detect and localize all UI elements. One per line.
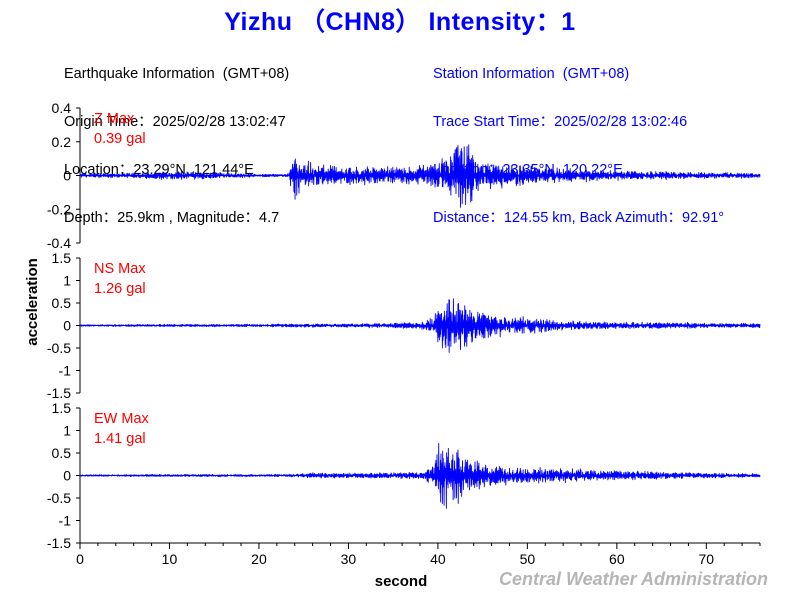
y-axis-label: acceleration (24, 258, 41, 346)
max-value: 0.39 gal (94, 131, 146, 147)
y-tick-label: 0.2 (52, 134, 72, 150)
y-tick-label: 1 (63, 423, 71, 439)
max-value: 1.26 gal (94, 281, 146, 297)
y-tick-label: -1.5 (47, 535, 71, 551)
station-info-heading: Station Information (GMT+08) (433, 66, 630, 82)
y-tick-label: -1 (59, 363, 72, 379)
x-tick-label: 40 (430, 551, 446, 567)
y-tick-label: 0 (63, 468, 71, 484)
y-tick-label: 1.5 (52, 250, 72, 266)
panel-z: -0.4 -0.2 0 0.2 0.4 Z Max 0.39 gal (47, 100, 761, 251)
y-tick-label: 1.5 (52, 400, 72, 416)
y-tick-label: 0.5 (52, 295, 72, 311)
y-tick-label: -1 (59, 513, 72, 529)
depth-magnitude: Depth：25.9km , Magnitude：4.7 (64, 210, 280, 226)
waveform-trace (79, 443, 761, 509)
y-tick-label: -0.2 (47, 201, 71, 217)
x-tick-label: 10 (162, 551, 178, 567)
x-tick-label: 20 (251, 551, 267, 567)
x-tick-label: 70 (699, 551, 715, 567)
waveform-trace (79, 144, 761, 208)
chart-title: Yizhu （CHN8） Intensity：1 (224, 8, 576, 36)
x-tick-label: 50 (520, 551, 536, 567)
max-label: EW Max (94, 411, 150, 427)
trace-start-time: Trace Start Time：2025/02/28 13:02:46 (433, 114, 688, 130)
panel-ns: -1.5 -1 -0.5 0 0.5 1 1.5 NS Max 1.26 gal (47, 250, 761, 401)
earthquake-info: Earthquake Information (GMT+08) Origin T… (64, 34, 289, 242)
y-tick-label: -1.5 (47, 385, 71, 401)
earthquake-info-heading: Earthquake Information (GMT+08) (64, 66, 290, 82)
y-tick-label: 0 (63, 318, 71, 334)
x-axis-label: second (375, 573, 428, 590)
x-tick-label: 60 (609, 551, 625, 567)
waveform-trace (79, 298, 761, 353)
y-tick-label: 1 (63, 273, 71, 289)
distance-azimuth: Distance：124.55 km, Back Azimuth：92.91° (433, 210, 725, 226)
y-tick-label: -0.5 (47, 340, 71, 356)
x-tick-label: 30 (341, 551, 357, 567)
x-axis: 0 10 20 30 40 50 60 70 (76, 542, 761, 567)
y-tick-label: -0.4 (47, 235, 71, 251)
y-tick-label: 0.4 (52, 100, 72, 116)
origin-time: Origin Time：2025/02/28 13:02:47 (64, 114, 286, 130)
max-label: Z Max (94, 111, 135, 127)
agency-credit: Central Weather Administration (498, 569, 768, 589)
x-tick-label: 0 (76, 551, 84, 567)
max-label: NS Max (94, 261, 146, 277)
y-tick-label: -0.5 (47, 490, 71, 506)
seismogram-panels: -0.4 -0.2 0 0.2 0.4 Z Max 0.39 gal -1.5 -1 -0.5 0 0… (47, 100, 761, 551)
y-tick-label: 0.5 (52, 445, 72, 461)
y-tick-label: 0 (63, 168, 71, 184)
panel-ew: -1.5 -1 -0.5 0 0.5 1 1.5 EW Max 1.41 gal (47, 400, 761, 551)
max-value: 1.41 gal (94, 431, 146, 447)
